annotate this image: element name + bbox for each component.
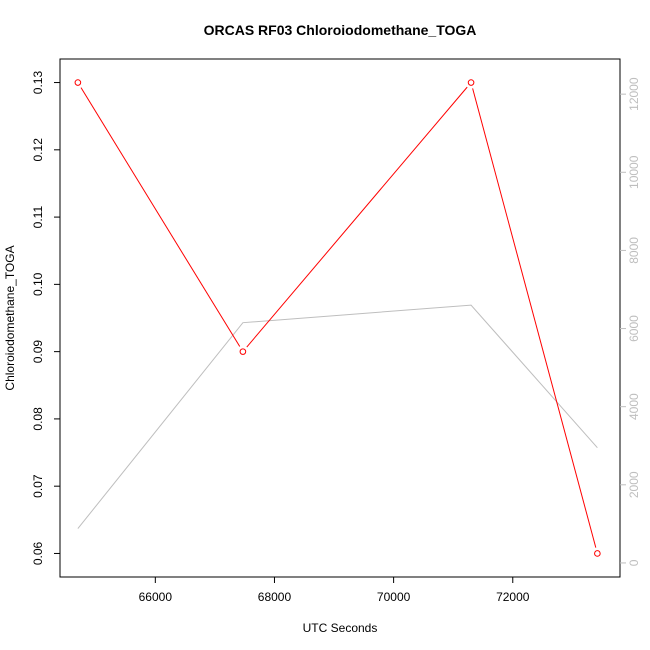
series-left-point <box>594 550 601 557</box>
y-tick-label: 0.13 <box>31 71 45 95</box>
series-left-segment <box>246 86 468 348</box>
y2-tick-label: 10000 <box>627 155 641 189</box>
series-left-segment <box>472 88 597 548</box>
y-axis-right: 0 2000 4000 6000 8000 10000 12000 <box>620 77 641 566</box>
y2-tick-label: 2000 <box>627 471 641 498</box>
x-axis-label: UTC Seconds <box>303 621 378 635</box>
x-tick-label: 70000 <box>377 590 411 604</box>
y-tick-label: 0.07 <box>31 474 45 498</box>
series-left-point <box>239 348 247 355</box>
y-tick-label: 0.10 <box>31 272 45 296</box>
y-tick-label: 0.09 <box>31 340 45 364</box>
y-tick-label: 0.06 <box>31 541 45 565</box>
y2-tick-label: 8000 <box>627 237 641 264</box>
y-tick-label: 0.11 <box>31 206 45 229</box>
series-left-point <box>467 79 475 86</box>
x-tick-label: 72000 <box>496 590 530 604</box>
series-left-segment <box>80 87 241 347</box>
series-right-line <box>77 304 598 529</box>
chart-title: ORCAS RF03 Chloroiodomethane_TOGA <box>204 22 477 38</box>
y-tick-label: 0.08 <box>31 407 45 431</box>
x-tick-label: 68000 <box>258 590 292 604</box>
y-tick-label: 0.12 <box>31 138 45 162</box>
y-axis-label: Chloroiodomethane_TOGA <box>3 245 17 390</box>
series-layer <box>74 79 601 557</box>
y2-tick-label: 4000 <box>627 393 641 420</box>
y2-tick-label: 12000 <box>627 77 641 111</box>
x-tick-label: 66000 <box>139 590 173 604</box>
series-left-point <box>74 79 82 86</box>
y2-tick-label: 6000 <box>627 315 641 342</box>
y-axis-left: 0.06 0.07 0.08 0.09 0.10 0.11 0.12 0.13 <box>31 71 60 565</box>
x-axis: 66000 68000 70000 72000 <box>139 577 530 604</box>
y2-tick-label: 0 <box>627 559 641 566</box>
plot-frame <box>59 58 621 578</box>
